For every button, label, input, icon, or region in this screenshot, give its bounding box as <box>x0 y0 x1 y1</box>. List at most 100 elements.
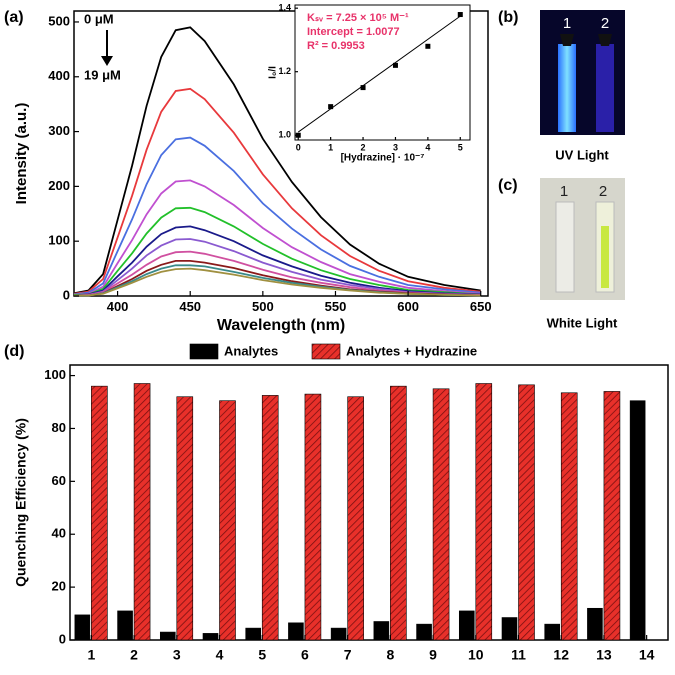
vial-number: 2 <box>601 15 609 32</box>
x-tick-label: 500 <box>252 299 274 314</box>
legend-swatch <box>189 343 219 360</box>
x-tick-label: 550 <box>325 299 347 314</box>
x-tick-label: 3 <box>173 647 181 663</box>
x-tick-label: 11 <box>511 647 526 663</box>
bar <box>176 396 194 641</box>
x-tick-label: 5 <box>458 142 463 152</box>
bar <box>304 393 322 641</box>
bar <box>74 614 91 641</box>
bar <box>416 623 432 641</box>
x-tick-label: 8 <box>386 647 394 663</box>
spectrum-line <box>73 179 481 296</box>
bar <box>245 627 262 641</box>
spectrum-line <box>73 238 481 297</box>
x-tick-label: 5 <box>258 647 266 663</box>
y-axis-label: Intensity (a.u.) <box>13 103 30 205</box>
bar <box>261 395 279 641</box>
photo-caption: White Light <box>547 315 618 330</box>
y-tick-label: 1.4 <box>278 3 291 13</box>
data-point <box>328 104 334 110</box>
y-tick-label: 1.0 <box>278 130 291 140</box>
bar <box>133 383 151 641</box>
vial-number: 1 <box>563 15 571 32</box>
bar <box>373 621 390 641</box>
fit-annotation: R² = 0.9953 <box>307 40 365 52</box>
bar <box>501 617 518 641</box>
data-point <box>295 132 301 138</box>
spectrum-line <box>73 87 481 295</box>
y-tick-label: 80 <box>52 420 66 435</box>
vial <box>596 44 614 132</box>
y-axis-label: Quenching Efficiency (%) <box>13 418 29 587</box>
spectrum-line <box>74 267 481 297</box>
spectrum-line <box>73 26 481 295</box>
x-axis-label: Wavelength (nm) <box>217 317 345 334</box>
bar <box>544 623 561 641</box>
panel-label: (d) <box>4 343 24 360</box>
annotation: 0 μM <box>84 11 114 26</box>
y-tick-label: 100 <box>44 367 66 382</box>
x-tick-label: 650 <box>470 299 492 314</box>
x-tick-label: 1 <box>87 647 95 663</box>
annotation: 19 μM <box>84 67 121 82</box>
legend-label: Analytes + Hydrazine <box>346 343 477 358</box>
x-tick-label: 4 <box>216 647 224 663</box>
bar <box>288 622 304 641</box>
bar <box>347 396 364 641</box>
data-point <box>392 62 398 68</box>
x-tick-label: 3 <box>393 142 398 152</box>
x-tick-label: 400 <box>107 299 129 314</box>
fit-line <box>297 15 461 133</box>
bar <box>475 383 493 641</box>
bar <box>330 627 347 641</box>
vial-number: 2 <box>599 183 607 200</box>
legend-swatch <box>311 343 341 360</box>
x-tick-label: 0 <box>296 142 301 152</box>
x-tick-label: 9 <box>429 647 437 663</box>
x-tick-label: 1 <box>328 142 333 152</box>
bar <box>202 633 219 641</box>
y-tick-label: 400 <box>48 68 70 83</box>
bar <box>91 385 108 641</box>
bar <box>587 607 603 641</box>
fit-annotation: Intercept = 1.0077 <box>307 26 400 38</box>
plot-frame <box>69 364 669 641</box>
vial-number: 1 <box>560 183 568 200</box>
y-tick-label: 500 <box>48 13 70 28</box>
x-tick-label: 12 <box>553 647 569 663</box>
y-tick-label: 40 <box>52 526 66 541</box>
panel-label: (b) <box>498 9 518 26</box>
y-tick-label: 300 <box>48 123 70 138</box>
vial-cap <box>560 34 574 46</box>
bar <box>390 385 407 641</box>
bar <box>458 610 475 641</box>
y-tick-label: 200 <box>48 178 70 193</box>
vial-cap <box>598 34 612 46</box>
spectrum-line <box>73 136 481 296</box>
panel-label: (c) <box>498 177 518 194</box>
vial-liquid <box>601 226 609 288</box>
data-point <box>360 85 366 91</box>
bar <box>518 384 535 641</box>
bar <box>117 610 133 641</box>
y-axis-label: I₀/I <box>268 66 279 79</box>
bar <box>629 400 646 641</box>
spectrum-line <box>73 250 481 297</box>
spectrum-line <box>73 206 481 296</box>
y-tick-label: 20 <box>52 579 66 594</box>
vial <box>558 44 576 132</box>
x-tick-label: 6 <box>301 647 309 663</box>
y-tick-label: 100 <box>48 233 70 248</box>
y-tick-label: 0 <box>59 631 66 646</box>
plot-frame <box>73 10 489 297</box>
data-point <box>425 43 431 49</box>
x-tick-label: 450 <box>179 299 201 314</box>
x-tick-label: 7 <box>344 647 352 663</box>
x-tick-label: 13 <box>596 647 612 663</box>
bar <box>219 400 236 641</box>
y-tick-label: 0 <box>63 287 70 302</box>
fit-annotation: Kₛᵥ = 7.25 × 10⁵ M⁻¹ <box>307 12 409 24</box>
bar <box>159 631 176 641</box>
bar <box>560 392 578 641</box>
